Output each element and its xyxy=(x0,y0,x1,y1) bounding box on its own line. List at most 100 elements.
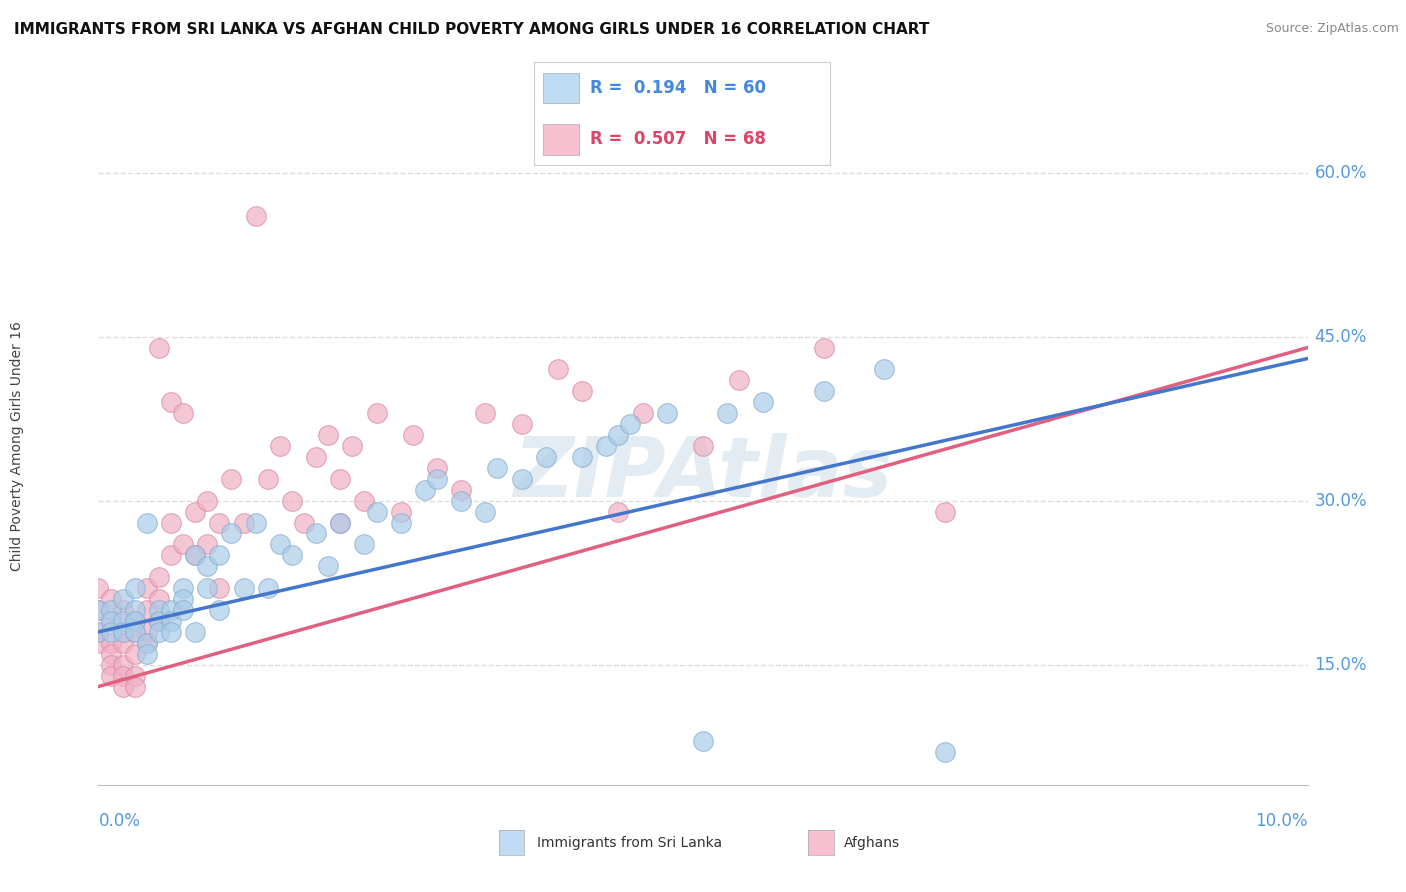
Point xyxy=(111,636,134,650)
Point xyxy=(232,581,254,595)
Text: R =  0.507   N = 68: R = 0.507 N = 68 xyxy=(591,130,766,148)
Text: 60.0%: 60.0% xyxy=(1315,163,1367,182)
Point xyxy=(148,614,170,628)
Point xyxy=(148,341,170,355)
Point xyxy=(534,450,557,464)
Point xyxy=(813,341,835,355)
Point xyxy=(631,406,654,420)
Point xyxy=(316,428,339,442)
Point xyxy=(232,516,254,530)
Point xyxy=(100,657,122,672)
Point xyxy=(571,384,593,399)
Point xyxy=(87,624,110,639)
Point xyxy=(256,581,278,595)
Point xyxy=(195,493,218,508)
Point xyxy=(184,505,207,519)
Point xyxy=(716,406,738,420)
Point xyxy=(160,516,183,530)
Point xyxy=(195,537,218,551)
Point xyxy=(111,624,134,639)
Point xyxy=(752,395,775,409)
Point xyxy=(124,614,146,628)
Point xyxy=(413,483,436,497)
Point xyxy=(100,647,122,661)
Point xyxy=(111,624,134,639)
Point xyxy=(195,559,218,574)
Point xyxy=(342,439,364,453)
Point xyxy=(655,406,678,420)
Point xyxy=(135,516,157,530)
Point xyxy=(111,603,134,617)
Point xyxy=(607,428,630,442)
Point xyxy=(692,734,714,748)
Point xyxy=(172,603,194,617)
Text: 10.0%: 10.0% xyxy=(1256,812,1308,830)
Point xyxy=(728,373,751,387)
Point xyxy=(329,516,352,530)
Point xyxy=(148,614,170,628)
Point xyxy=(389,505,412,519)
Point xyxy=(124,668,146,682)
Point xyxy=(172,406,194,420)
Point xyxy=(124,614,146,628)
Point xyxy=(450,483,472,497)
Point xyxy=(208,603,231,617)
Point xyxy=(873,362,896,376)
Point xyxy=(595,439,617,453)
Point xyxy=(184,549,207,563)
Point xyxy=(450,493,472,508)
Point xyxy=(256,472,278,486)
Text: Immigrants from Sri Lanka: Immigrants from Sri Lanka xyxy=(537,836,723,850)
Point xyxy=(208,516,231,530)
Point xyxy=(692,439,714,453)
Point xyxy=(353,493,375,508)
Point xyxy=(934,745,956,759)
Point xyxy=(426,461,449,475)
Point xyxy=(160,549,183,563)
Point xyxy=(366,505,388,519)
Text: 15.0%: 15.0% xyxy=(1315,656,1367,673)
Point xyxy=(510,472,533,486)
Point xyxy=(100,636,122,650)
Point xyxy=(281,549,304,563)
Point xyxy=(474,505,496,519)
Point xyxy=(148,624,170,639)
Point xyxy=(100,668,122,682)
Point xyxy=(124,603,146,617)
Point xyxy=(160,603,183,617)
Point xyxy=(160,614,183,628)
Point xyxy=(172,581,194,595)
Point xyxy=(160,395,183,409)
Point xyxy=(184,624,207,639)
Point xyxy=(934,505,956,519)
Text: IMMIGRANTS FROM SRI LANKA VS AFGHAN CHILD POVERTY AMONG GIRLS UNDER 16 CORRELATI: IMMIGRANTS FROM SRI LANKA VS AFGHAN CHIL… xyxy=(14,22,929,37)
Text: Afghans: Afghans xyxy=(844,836,900,850)
Point xyxy=(135,603,157,617)
Point xyxy=(124,624,146,639)
Point xyxy=(184,549,207,563)
Point xyxy=(135,647,157,661)
Bar xyxy=(543,73,579,103)
Point xyxy=(245,516,267,530)
Point xyxy=(111,680,134,694)
Point xyxy=(87,603,110,617)
Point xyxy=(316,559,339,574)
Point xyxy=(100,624,122,639)
Point xyxy=(208,549,231,563)
Point xyxy=(172,592,194,607)
Bar xyxy=(543,124,579,155)
Text: 45.0%: 45.0% xyxy=(1315,327,1367,346)
Point xyxy=(269,439,291,453)
Point xyxy=(160,624,183,639)
Point xyxy=(111,592,134,607)
Point xyxy=(269,537,291,551)
Point xyxy=(426,472,449,486)
Point xyxy=(619,417,641,431)
Point xyxy=(305,450,328,464)
Text: ZIPAtlas: ZIPAtlas xyxy=(513,433,893,514)
Point xyxy=(245,210,267,224)
Point xyxy=(402,428,425,442)
Point xyxy=(148,570,170,584)
Point xyxy=(111,614,134,628)
Point xyxy=(292,516,315,530)
